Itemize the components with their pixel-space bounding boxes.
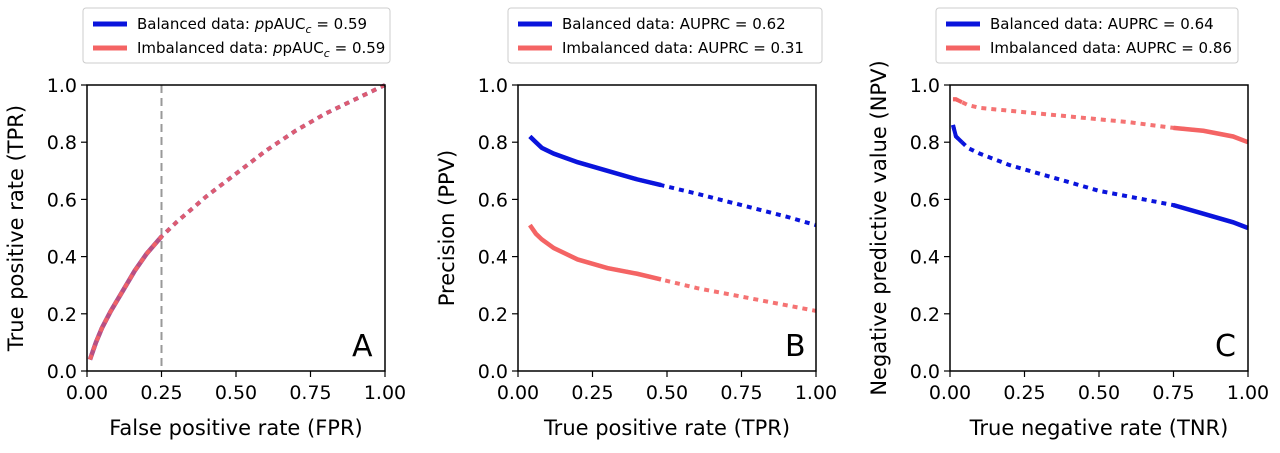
series-solid-balanced [87,235,164,361]
legend-entry: Imbalanced data: AUPRC = 0.31 [562,39,804,57]
y-tick-label: 0.0 [478,361,508,383]
y-tick-label: 0.2 [910,304,940,326]
series-solid-start-imbalanced [952,97,963,104]
series-line-imbalanced [528,223,817,313]
series-line-balanced [528,135,817,228]
legend: Balanced data: AUPRC = 0.62 Imbalanced da… [507,7,823,64]
y-tick-label: 0.4 [47,247,77,269]
chart-panel-b: 0.00 0.25 0.50 0.75 1.00 0.0 0.2 0.4 0.6 0.8 1.0 Tr… [435,7,837,440]
y-tick-label: 0.2 [47,304,77,326]
legend-frame [82,7,391,64]
legend: Balanced data: ppAUCc = 0.59 Imbalanced d… [82,7,391,64]
x-tick-label: 0.75 [289,382,331,404]
panel-letter: B [785,329,806,364]
legend-entry: Balanced data: AUPRC = 0.62 [562,15,786,33]
axes-frame [949,84,1249,372]
y-tick-label: 0.8 [478,132,508,154]
x-tick-label: 0.00 [929,382,971,404]
y-tick-label: 1.0 [47,75,77,97]
series-solid-balanced [528,134,662,188]
x-tick-label: 1.00 [795,382,837,404]
y-tick-label: 0.2 [478,304,508,326]
legend-frame [507,7,823,64]
series-solid-balanced [1172,202,1249,231]
legend-frame [935,7,1239,64]
y-tick-label: 0.4 [910,247,940,269]
panel-letter: C [1215,329,1236,364]
x-axis-label: True positive rate (TPR) [543,416,790,440]
x-axis-label: True negative rate (TNR) [969,416,1229,440]
x-axis-label: False positive rate (FPR) [109,416,363,440]
x-tick-label: 0.50 [1078,382,1120,404]
y-tick-label: 0.4 [478,247,508,269]
legend-entry: Balanced data: AUPRC = 0.64 [990,15,1214,33]
x-tick-label: 1.00 [1227,382,1269,404]
y-tick-label: 0.8 [47,132,77,154]
legend-entry: Balanced data: ppAUCc = 0.59 [137,15,367,36]
series-line-imbalanced [952,97,1249,145]
series-solid-imbalanced [528,223,662,282]
axes-frame [86,84,386,372]
series-solid-imbalanced [1173,125,1249,145]
y-tick-label: 1.0 [478,75,508,97]
series-line-imbalanced [88,83,386,361]
panel-letter: A [352,329,373,364]
series-line-balanced [88,83,386,361]
chart-panel-a: 0.00 0.25 0.50 0.75 1.00 0.0 0.2 0.4 0.6 0.8 1.0 Fa… [4,7,406,440]
x-tick-label: 1.00 [364,382,406,404]
legend-entry: Imbalanced data: AUPRC = 0.86 [990,39,1232,57]
x-tick-label: 0.75 [720,382,762,404]
y-tick-label: 0.6 [910,189,940,211]
y-tick-label: 0.6 [478,189,508,211]
x-tick-label: 0.50 [215,382,257,404]
y-axis-label: True positive rate (TPR) [4,105,28,352]
series-line-balanced [951,124,1249,230]
x-tick-label: 0.25 [1003,382,1045,404]
chart-panel-c: 0.00 0.25 0.50 0.75 1.00 0.0 0.2 0.4 0.6 0.8 1.0 Tr… [867,7,1269,440]
legend-entry: Imbalanced data: ppAUCc = 0.59 [137,39,385,60]
y-axis-label: Negative predictive value (NPV) [867,60,891,395]
x-tick-label: 0.00 [497,382,539,404]
series-solid-start-balanced [951,124,964,144]
y-axis-label: Precision (PPV) [435,150,459,306]
x-tick-label: 0.25 [140,382,182,404]
x-tick-label: 0.50 [646,382,688,404]
axes-frame [517,84,817,372]
y-tick-label: 0.0 [47,361,77,383]
x-tick-label: 0.00 [66,382,108,404]
y-tick-label: 0.6 [47,189,77,211]
legend: Balanced data: AUPRC = 0.64 Imbalanced da… [935,7,1239,64]
x-tick-label: 0.75 [1152,382,1194,404]
series-solid-imbalanced [87,235,164,361]
y-tick-label: 0.0 [910,361,940,383]
y-tick-label: 1.0 [910,75,940,97]
x-tick-label: 0.25 [571,382,613,404]
y-tick-label: 0.8 [910,132,940,154]
